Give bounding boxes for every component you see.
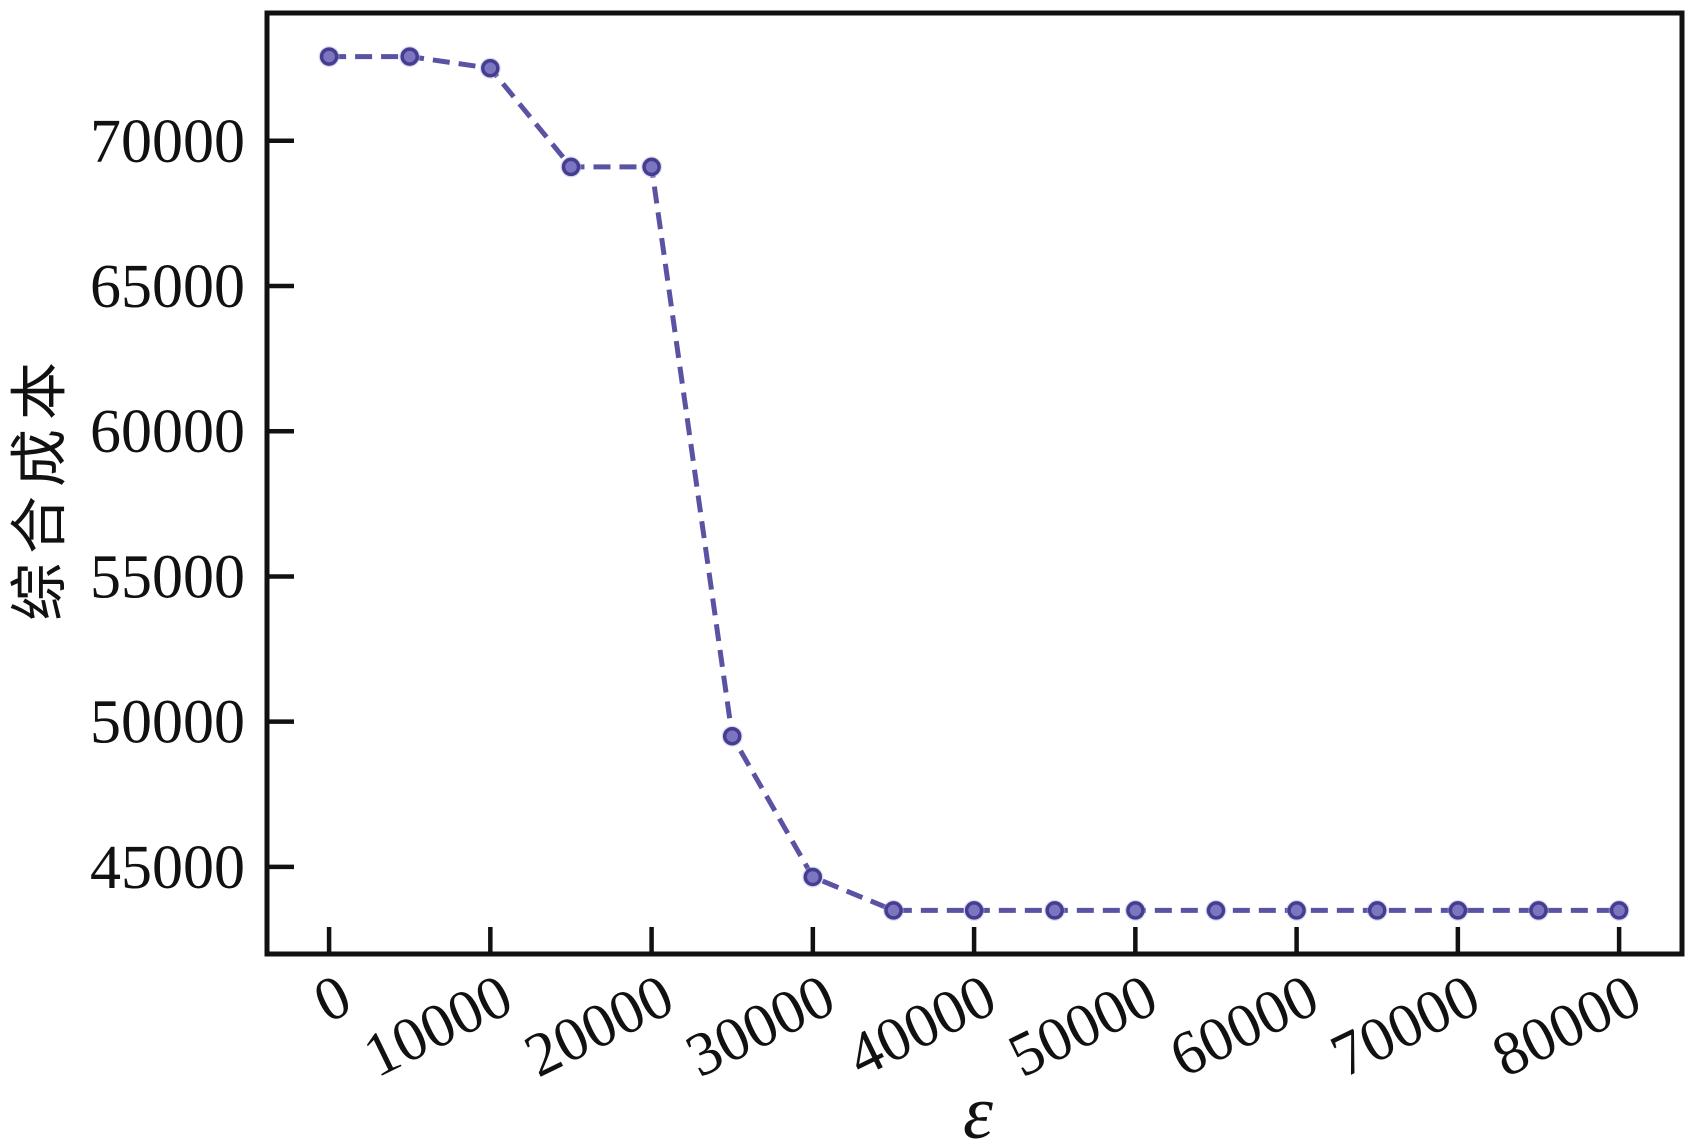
data-point-marker — [1367, 901, 1387, 920]
data-point-marker — [400, 47, 419, 66]
y-tick-label: 55000 — [90, 543, 245, 611]
data-point-marker — [1529, 901, 1548, 920]
y-axis-label: 综合成本 — [8, 353, 73, 621]
data-point-marker — [1126, 901, 1145, 920]
x-tick-label: 60000 — [1160, 961, 1329, 1090]
y-tick-label: 45000 — [90, 834, 245, 902]
data-point-marker — [481, 58, 500, 78]
data-point-marker — [642, 157, 661, 177]
x-axis-label: ε — [963, 1071, 993, 1146]
x-tick-label: 30000 — [676, 961, 845, 1090]
data-series-group — [318, 46, 1630, 921]
data-point-marker — [722, 726, 742, 746]
data-point-marker — [964, 901, 984, 920]
data-point-marker — [803, 867, 823, 887]
data-series-line — [329, 54, 1620, 913]
y-tick-label: 50000 — [90, 689, 245, 757]
data-point-marker — [1045, 901, 1064, 920]
data-point-marker — [1448, 901, 1468, 920]
axis-frame — [264, 10, 1685, 957]
x-tick-label: 80000 — [1482, 961, 1651, 1090]
data-point-marker — [884, 901, 903, 920]
y-axis-ticks: 45000 50000 55000 60000 65000 70000 — [90, 108, 294, 902]
x-tick-label: 50000 — [998, 961, 1167, 1090]
data-point-marker — [1609, 901, 1629, 920]
data-point-marker — [1206, 901, 1226, 920]
data-point-marker — [561, 157, 581, 177]
x-tick-label: 70000 — [1321, 961, 1490, 1090]
y-tick-label: 60000 — [90, 398, 245, 466]
data-point-marker — [319, 47, 339, 66]
y-tick-label: 65000 — [90, 253, 245, 321]
y-tick-label: 70000 — [90, 108, 245, 176]
x-tick-label: 20000 — [515, 961, 684, 1090]
x-tick-label: 10000 — [353, 961, 522, 1090]
x-tick-label: 0 — [304, 961, 362, 1036]
data-point-marker — [1287, 901, 1306, 920]
